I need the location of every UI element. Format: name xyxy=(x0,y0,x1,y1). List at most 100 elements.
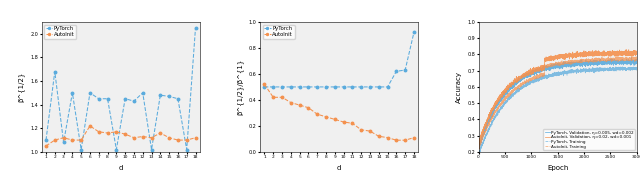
AutoInit xyxy=(95,131,102,133)
PyTorch xyxy=(392,70,400,72)
PyTorch xyxy=(60,141,67,143)
AutoInit xyxy=(366,130,374,132)
AutoInit xyxy=(86,125,94,127)
AutoInit, Validation, η=0.02, wd=0.001 xyxy=(536,68,543,70)
PyTorch xyxy=(322,86,330,88)
PyTorch xyxy=(260,86,268,88)
AutoInit xyxy=(401,139,409,141)
PyTorch xyxy=(51,70,59,73)
PyTorch xyxy=(349,86,356,88)
AutoInit, Training xyxy=(493,109,500,111)
AutoInit, Validation, η=0.02, wd=0.001 xyxy=(630,51,637,53)
PyTorch xyxy=(375,86,383,88)
PyTorch xyxy=(191,27,199,29)
AutoInit xyxy=(305,107,312,109)
AutoInit, Validation, η=0.02, wd=0.001 xyxy=(613,53,621,55)
PyTorch, Validation, η=0.005, wd=0.002 xyxy=(542,68,550,70)
PyTorch xyxy=(331,86,339,88)
AutoInit xyxy=(278,96,286,98)
AutoInit, Validation, η=0.02, wd=0.001 xyxy=(542,56,550,58)
PyTorch, Validation, η=0.005, wd=0.002 xyxy=(475,147,483,149)
PyTorch xyxy=(113,148,120,151)
PyTorch xyxy=(86,92,94,94)
PyTorch, Validation, η=0.005, wd=0.002 xyxy=(475,147,483,150)
Line: AutoInit, Validation, η=0.02, wd=0.001: AutoInit, Validation, η=0.02, wd=0.001 xyxy=(479,50,637,146)
PyTorch xyxy=(314,86,321,88)
Legend: PyTorch, AutoInit: PyTorch, AutoInit xyxy=(262,25,294,39)
Line: AutoInit, Training: AutoInit, Training xyxy=(479,57,637,150)
AutoInit xyxy=(139,135,147,138)
PyTorch, Validation, η=0.005, wd=0.002 xyxy=(630,60,637,62)
PyTorch xyxy=(148,148,156,151)
AutoInit xyxy=(148,137,156,139)
PyTorch xyxy=(122,98,129,100)
PyTorch xyxy=(410,31,418,33)
AutoInit xyxy=(314,113,321,115)
AutoInit xyxy=(384,137,392,139)
PyTorch, Validation, η=0.005, wd=0.002 xyxy=(633,61,640,63)
AutoInit xyxy=(77,139,85,141)
PyTorch, Training xyxy=(536,77,543,79)
AutoInit xyxy=(157,132,164,134)
AutoInit xyxy=(174,139,182,141)
PyTorch xyxy=(77,148,85,151)
PyTorch xyxy=(278,86,286,88)
AutoInit, Validation, η=0.02, wd=0.001 xyxy=(622,48,630,51)
PyTorch xyxy=(287,86,294,88)
PyTorch, Training xyxy=(475,155,483,157)
AutoInit xyxy=(340,121,348,123)
Line: PyTorch: PyTorch xyxy=(45,27,196,151)
AutoInit xyxy=(165,137,173,139)
PyTorch, Training xyxy=(493,114,500,116)
PyTorch xyxy=(95,98,102,100)
AutoInit, Training xyxy=(542,65,550,68)
Y-axis label: β^{1/2}/β^{1}: β^{1/2}/β^{1} xyxy=(237,59,243,115)
PyTorch, Validation, η=0.005, wd=0.002 xyxy=(502,91,510,93)
PyTorch, Training xyxy=(618,65,626,67)
PyTorch xyxy=(401,69,409,71)
Legend: PyTorch, AutoInit: PyTorch, AutoInit xyxy=(44,25,76,39)
Y-axis label: Accuracy: Accuracy xyxy=(456,71,461,103)
PyTorch, Validation, η=0.005, wd=0.002 xyxy=(627,56,635,59)
AutoInit xyxy=(183,139,191,141)
AutoInit xyxy=(130,137,138,139)
PyTorch xyxy=(183,148,191,151)
AutoInit xyxy=(104,132,111,134)
PyTorch xyxy=(357,86,365,88)
AutoInit, Training xyxy=(502,95,510,97)
X-axis label: d: d xyxy=(337,165,341,171)
PyTorch xyxy=(269,86,277,88)
AutoInit xyxy=(410,137,418,139)
AutoInit xyxy=(375,135,383,137)
PyTorch, Training xyxy=(502,101,510,103)
PyTorch xyxy=(104,98,111,100)
Line: AutoInit: AutoInit xyxy=(263,83,415,141)
Line: PyTorch: PyTorch xyxy=(263,31,415,88)
AutoInit xyxy=(191,137,199,139)
AutoInit, Validation, η=0.02, wd=0.001 xyxy=(633,53,640,55)
PyTorch, Validation, η=0.005, wd=0.002 xyxy=(536,72,543,74)
PyTorch xyxy=(165,95,173,98)
AutoInit xyxy=(349,122,356,124)
AutoInit, Training xyxy=(630,57,637,59)
PyTorch xyxy=(157,94,164,96)
AutoInit, Training xyxy=(613,57,621,59)
PyTorch xyxy=(42,139,50,141)
PyTorch, Training xyxy=(613,67,621,70)
Line: PyTorch, Training: PyTorch, Training xyxy=(479,66,637,156)
AutoInit xyxy=(322,116,330,118)
AutoInit xyxy=(122,133,129,135)
AutoInit xyxy=(60,137,67,139)
AutoInit xyxy=(357,129,365,131)
AutoInit xyxy=(42,145,50,147)
AutoInit xyxy=(260,83,268,85)
PyTorch, Validation, η=0.005, wd=0.002 xyxy=(493,105,500,107)
AutoInit xyxy=(51,139,59,141)
AutoInit, Training xyxy=(536,75,543,78)
AutoInit, Validation, η=0.02, wd=0.001 xyxy=(493,102,500,105)
PyTorch, Training xyxy=(633,67,640,69)
AutoInit xyxy=(287,101,294,104)
Line: PyTorch, Validation, η=0.005, wd=0.002: PyTorch, Validation, η=0.005, wd=0.002 xyxy=(479,57,637,149)
AutoInit, Training xyxy=(475,149,483,151)
AutoInit, Validation, η=0.02, wd=0.001 xyxy=(475,145,483,147)
